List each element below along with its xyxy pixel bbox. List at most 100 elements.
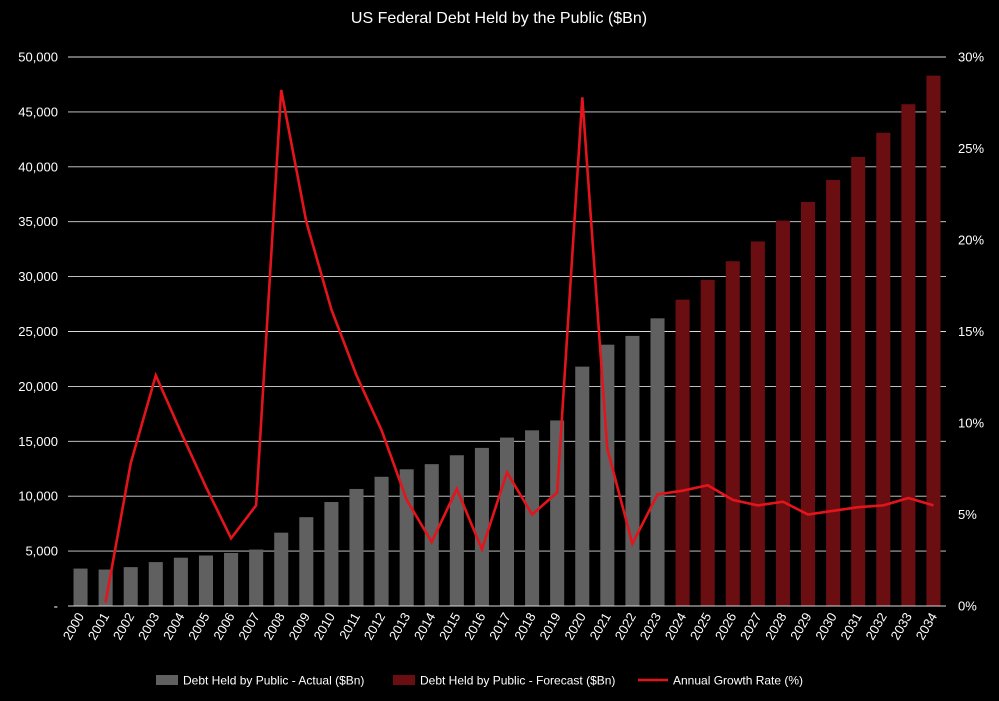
y-left-tick-label: 45,000 (18, 104, 58, 119)
bar-actual-2018 (525, 430, 540, 606)
legend-label: Annual Growth Rate (%) (673, 674, 803, 688)
bar-actual-2004 (173, 557, 188, 606)
y-right-tick-label: 20% (958, 233, 984, 248)
x-tick-label: 2027 (737, 610, 764, 643)
bar-forecast-2031 (851, 156, 866, 606)
growth-rate-line (104, 89, 934, 603)
x-tick-label: 2003 (135, 610, 162, 643)
x-tick-label: 2007 (235, 610, 262, 643)
bar-actual-2015 (449, 455, 464, 606)
x-tick-label: 2026 (712, 610, 739, 643)
y-left-tick-label: 35,000 (18, 214, 58, 229)
bar-forecast-2027 (750, 241, 765, 607)
bar-forecast-2029 (801, 201, 816, 606)
y-left-tick-label: 10,000 (18, 489, 58, 504)
bar-actual-2012 (374, 476, 389, 606)
bar-forecast-2024 (675, 299, 690, 606)
x-tick-label: 2004 (160, 610, 187, 643)
bar-actual-2016 (474, 447, 489, 606)
y-left-tick-label: 50,000 (18, 50, 58, 65)
x-tick-label: 2017 (486, 610, 513, 643)
y-left-tick-label: 30,000 (18, 269, 58, 284)
x-tick-label: 2021 (586, 610, 613, 643)
bar-actual-2003 (148, 562, 163, 606)
bar-actual-2006 (224, 552, 239, 606)
x-tick-label: 2032 (862, 610, 889, 643)
x-tick-label: 2025 (687, 610, 714, 643)
x-tick-label: 2029 (787, 610, 814, 643)
y-right-tick-label: 30% (958, 50, 984, 65)
x-tick-label: 2005 (185, 610, 212, 643)
x-tick-label: 2030 (812, 610, 839, 643)
legend: Debt Held by Public - Actual ($Bn) Debt H… (156, 674, 803, 688)
bar-forecast-2028 (775, 220, 790, 607)
x-tick-label: 2022 (612, 610, 639, 643)
right-axis: 0% 5% 10% 15% 20% 25% 30% (958, 50, 984, 614)
x-tick-label: 2009 (285, 610, 312, 643)
bar-actual-2005 (198, 555, 213, 606)
y-right-tick-label: 15% (958, 324, 984, 339)
bar-actual-2010 (324, 502, 339, 606)
bar-actual-2008 (274, 532, 289, 606)
bar-forecast-2032 (876, 132, 891, 606)
x-tick-label: 2000 (60, 610, 87, 643)
bar-actual-2022 (625, 335, 640, 606)
y-left-tick-label: 5,000 (25, 544, 58, 559)
growth-line-layer (104, 89, 934, 603)
grid-layer (68, 56, 946, 607)
x-axis: 2000200120022003200420052006200720082009… (60, 605, 946, 643)
x-tick-label: 2006 (210, 610, 237, 643)
y-left-tick-label: 20,000 (18, 379, 58, 394)
x-tick-label: 2013 (386, 610, 413, 643)
x-tick-label: 2011 (336, 610, 363, 642)
bar-actual-2007 (249, 549, 264, 606)
bar-actual-2000 (73, 568, 88, 606)
x-tick-label: 2002 (110, 610, 137, 643)
y-right-tick-label: 25% (958, 141, 984, 156)
bar-actual-2019 (550, 420, 565, 606)
x-tick-label: 2008 (260, 610, 287, 643)
bar-actual-2017 (499, 437, 515, 606)
y-right-tick-label: 10% (958, 416, 984, 431)
bar-actual-2009 (299, 517, 314, 606)
y-left-tick-label: - (54, 599, 58, 614)
x-tick-label: 2010 (311, 610, 338, 643)
x-tick-label: 2014 (411, 610, 438, 643)
legend-label: Debt Held by Public - Actual ($Bn) (183, 674, 364, 688)
bars-layer (73, 75, 941, 607)
x-tick-label: 2034 (913, 610, 940, 643)
bar-forecast-2030 (826, 179, 841, 606)
bar-forecast-2033 (901, 104, 916, 607)
x-tick-label: 2016 (461, 610, 488, 643)
bar-actual-2002 (123, 567, 138, 606)
y-right-tick-label: 5% (958, 507, 977, 522)
bar-actual-2014 (424, 464, 439, 606)
x-tick-label: 2031 (837, 610, 864, 643)
bar-forecast-2034 (926, 75, 941, 606)
x-tick-label: 2015 (436, 610, 463, 643)
y-left-tick-label: 15,000 (18, 434, 58, 449)
bar-forecast-2025 (700, 279, 715, 606)
y-right-tick-label: 0% (958, 599, 977, 614)
bar-actual-2020 (575, 366, 590, 606)
y-left-tick-label: 25,000 (18, 324, 58, 339)
legend-label: Debt Held by Public - Forecast ($Bn) (420, 674, 615, 688)
x-tick-label: 2018 (511, 610, 538, 643)
left-axis: - 5,000 10,000 15,000 20,000 25,000 30,000 35,0… (18, 50, 58, 614)
x-tick-label: 2024 (662, 610, 689, 643)
x-tick-label: 2023 (637, 610, 664, 643)
legend-swatch (156, 675, 178, 685)
x-tick-label: 2033 (888, 610, 915, 643)
bar-actual-2011 (349, 488, 364, 606)
x-tick-label: 2001 (85, 610, 112, 643)
y-left-tick-label: 40,000 (18, 159, 58, 174)
bar-forecast-2026 (725, 261, 740, 606)
x-tick-label: 2012 (361, 610, 388, 643)
x-tick-label: 2028 (762, 610, 789, 643)
legend-swatch (393, 675, 415, 685)
x-tick-label: 2020 (561, 610, 588, 643)
chart-title: US Federal Debt Held by the Public ($Bn) (351, 10, 647, 27)
bar-actual-2023 (650, 318, 665, 606)
